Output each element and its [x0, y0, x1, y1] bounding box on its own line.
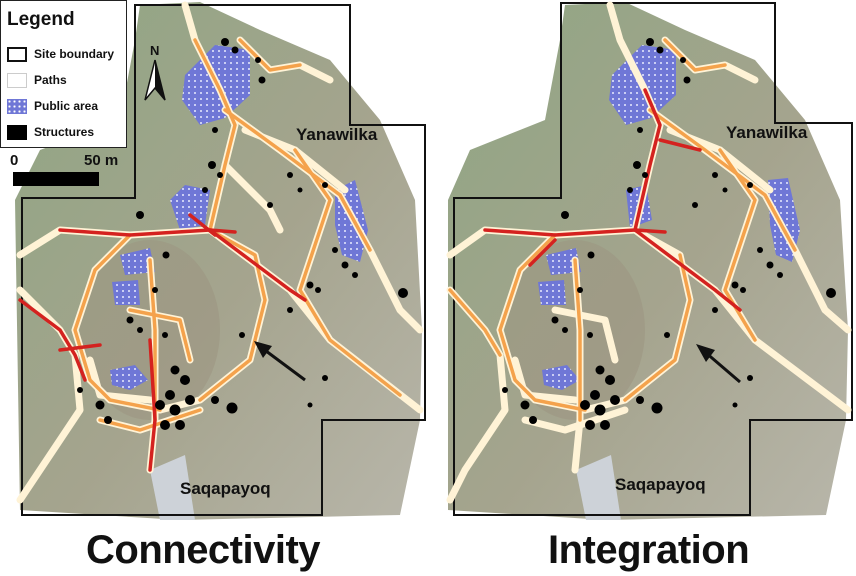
path-network — [446, 1, 852, 504]
scale-bar-start-label: 0 — [10, 152, 19, 169]
map-legend: Legend Site boundary Paths Public area S… — [0, 0, 127, 148]
place-label-yanawilka: Yanawilka — [296, 125, 378, 144]
connectivity-map-panel: N Yanawilka Saqapayoq Legend Site bounda… — [0, 0, 430, 530]
north-arrow: N — [144, 43, 166, 101]
structures-swatch — [7, 125, 27, 140]
map-caption-integration: Integration — [548, 528, 750, 572]
legend-item-label: Structures — [34, 125, 95, 139]
scale-bar-end-label: 50 m — [84, 152, 119, 169]
place-label-saqapayoq: Saqapayoq — [180, 479, 271, 498]
site-boundary — [453, 2, 853, 516]
site-boundary — [21, 4, 426, 516]
place-label-yanawilka: Yanawilka — [726, 123, 808, 142]
pointer-arrow — [254, 341, 306, 382]
north-arrow-label: N — [150, 43, 159, 58]
site-boundary-swatch — [7, 47, 27, 62]
legend-item-label: Site boundary — [34, 47, 115, 61]
structures — [77, 38, 408, 430]
path-network — [16, 1, 424, 504]
paths-swatch — [7, 73, 27, 88]
terrain-ravine — [576, 455, 621, 520]
pointer-arrow — [696, 344, 741, 384]
map-caption-connectivity: Connectivity — [86, 528, 321, 572]
scale-bar — [13, 172, 99, 186]
integration-map: Yanawilka Saqapayoq — [446, 1, 853, 520]
legend-item-label: Paths — [34, 73, 67, 87]
legend-item-label: Public area — [34, 99, 99, 113]
place-label-saqapayoq: Saqapayoq — [615, 475, 706, 494]
legend-title: Legend — [7, 9, 75, 30]
structures — [502, 38, 836, 430]
integration-map-panel: Yanawilka Saqapayoq — [430, 0, 856, 530]
terrain-ravine — [150, 455, 195, 520]
public-area-swatch — [7, 99, 27, 114]
